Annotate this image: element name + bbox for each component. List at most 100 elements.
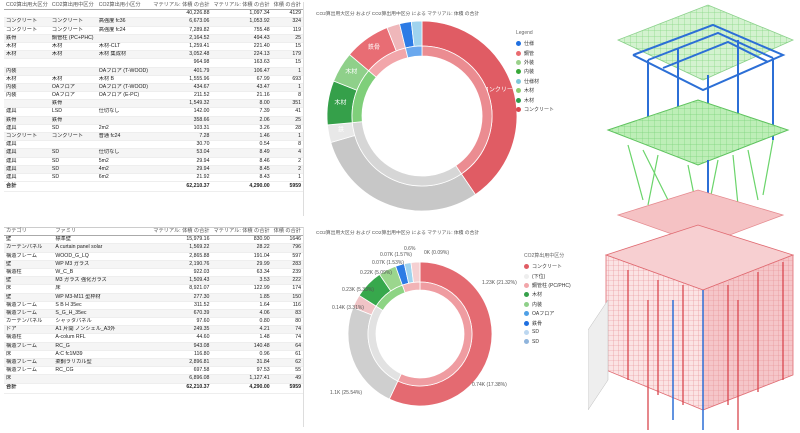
legend-swatch [524,273,529,279]
table-row[interactable]: 壁 WP M3 ガラス 2,190.76 29.99 283 [4,260,303,269]
donut-chart-top[interactable]: CO2算出用大区分 および CO2算出用中区分 による マテリアル: 体積 の合… [312,2,584,214]
table-row[interactable]: 構造柱 W_C_B 922.03 63.34 239 [4,268,303,278]
table-row[interactable]: 鉄骨 1,549.32 8.00 351 [4,99,303,109]
table-row[interactable]: 内装 OAフロア (T-WOOD) 401.79 106.47 1 [4,67,303,76]
co2-category-table[interactable]: CO2算出用大区分 CO2算出用中区分 CO2算出用小区分 マテリアル: 体積 … [4,2,304,216]
table-row[interactable]: 構造フレーム S_G_H_35ec 670.39 4.06 83 [4,309,303,319]
legend-swatch [524,301,529,307]
legend-item[interactable]: 木材 [516,95,554,104]
inner-slice[interactable] [401,281,421,294]
table-row[interactable]: 建具 SD 仕切なし 53.04 8.49 4 [4,148,303,158]
table-row[interactable]: カーテンパネル シャッタパネル 97.60 0.80 80 [4,317,303,327]
table-row[interactable]: 木材 木材 木材 B 1,555.96 67.99 693 [4,75,303,84]
legend-item[interactable]: 内装 [524,300,571,309]
table-row[interactable]: 木材 木材 木材 集成材 3,052.48 224.13 179 [4,50,303,60]
table-cell: 142.00 [151,107,212,117]
table-row[interactable]: 建具 SD 6m2 21.92 8.43 1 [4,173,303,183]
legend-item[interactable]: 外装 [516,58,554,67]
table-row[interactable]: 建具 LSD 仕切なし 142.00 7.39 41 [4,107,303,117]
table-cell: 建具 [4,165,50,174]
table-row[interactable]: カーテンパネル A curtain panel solar 1,569.22 28.2… [4,243,303,253]
col-material-volume[interactable]: マテリアル: 体積 の合計 [211,228,272,237]
table-row[interactable]: 壁標準壁 15,979.16 830.90 1646 [4,235,303,245]
table-cell: 床 [4,350,54,360]
col-volume-sum[interactable]: マテリアル: 体積 の合計 [151,228,212,237]
donut-chart-bottom[interactable]: CO2算出用大区分 および CO2算出用中区分 による マテリアル: 体積 の合… [312,226,584,430]
legend-item[interactable]: SD [524,328,571,337]
table-cell: 木材 [4,75,50,84]
inner-slice[interactable] [404,45,423,59]
legend-item[interactable]: 内装 [516,67,554,76]
legend-item[interactable]: 仕様材 [516,77,554,86]
legend-item[interactable]: 木材 [516,86,554,95]
col-count[interactable]: 体積 の合計 [271,2,303,11]
table-cell: 43.47 [211,83,272,93]
table-cell: 3.26 [211,124,272,134]
table-row[interactable]: 建具 SD 2m2 103.31 3.26 28 [4,124,303,134]
legend-item[interactable]: 鋼管 [516,48,554,57]
legend-item[interactable]: (下位) [524,271,571,280]
donut-svg[interactable]: 1.23K (21.32%) 0.74K (17.38%) 1.1K (25.54%… [312,236,527,431]
category-family-table[interactable]: カテゴリ ファミリ マテリアル: 体積 の合計 マテリアル: 体積 の合計 体積… [4,227,304,427]
table-row[interactable]: ドア A1 片開 ノンシェル_A3外 249.35 4.21 74 [4,325,303,335]
col-count[interactable]: 体積 の合計 [271,228,303,237]
table-cell: 122.99 [211,284,272,294]
col-category[interactable]: カテゴリ [4,228,54,237]
col-material-volume[interactable]: マテリアル: 体積 の合計 [211,2,272,11]
col-family[interactable]: ファミリ [53,228,123,237]
slice-label: 鉄 [338,125,344,133]
table-row[interactable]: 構造フレーム RC_G 943.08 140.48 64 [4,342,303,351]
table-row[interactable]: 建具 SD 4m2 29.94 8.45 2 [4,165,303,174]
table-row[interactable]: 構造フレーム RC_CG 697.58 97.53 55 [4,366,303,376]
table-row[interactable]: 壁 M3 ガラス 強化ガラス 1,509.43 3.53 222 [4,276,303,286]
col-middle[interactable]: CO2算出用中区分 [49,2,97,11]
building-model-graphic [588,4,795,430]
table-cell: 49 [271,374,303,384]
legend-item[interactable]: 仕様 [516,39,554,48]
table-row[interactable]: 床 6,896.08 1,127.41 49 [4,374,303,384]
table-cell [4,9,50,19]
table-row[interactable]: 構造フレーム WOOD_G_LQ 2,865.88 191.04 597 [4,252,303,261]
legend-item[interactable]: OAフロア [524,309,571,318]
table-row[interactable]: 964.98 163.63 15 [4,58,303,68]
legend-label: 木材 [524,97,535,104]
legend-item[interactable]: コンクリート [524,262,571,271]
table-row[interactable]: 内装 OAフロア OAフロア (T-WOOD) 434.67 43.47 1 [4,83,303,93]
table-row[interactable]: 構造フレーム 柔鋼ラリカル型 2,896.81 31.84 62 [4,358,303,368]
data-label: 0.07K (1.57%) [380,252,412,258]
legend-swatch [524,292,529,298]
legend-item[interactable]: コンクリート [516,105,554,114]
table-row[interactable]: 構造フレーム S B H 35ec 311.52 1.64 116 [4,301,303,310]
col-minor[interactable]: CO2算出用小区分 [96,2,152,11]
table-row[interactable]: コンクリート コンクリート 高強度 fc24 7,289.82 755.48 119 [4,26,303,35]
table-row[interactable]: 40,226.88 1,097.34 4129 [4,9,303,19]
table-cell: 建具 [4,107,50,117]
table-cell: 434.67 [151,83,212,93]
legend-item[interactable]: SD [524,337,571,346]
table-row[interactable]: 壁 WP M3-M11 型枠材 277.30 1.85 150 [4,293,303,302]
table-cell: 構造フレーム [4,366,54,376]
legend-label: 木材 [524,88,535,95]
legend-item[interactable]: 木材 [524,290,571,299]
table-row[interactable]: 建具 SD 5m2 29.94 8.46 2 [4,157,303,166]
table-row[interactable]: 木材 木材 木材-CLT 1,259.41 221.40 15 [4,42,303,52]
col-major[interactable]: CO2算出用大区分 [4,2,50,11]
table-row[interactable]: 鉄骨 鉄骨 358.66 2.06 25 [4,116,303,125]
table-row[interactable]: 構造柱 A-colum RFL 44.60 1.48 74 [4,333,303,343]
table-cell: 351 [271,99,303,109]
col-volume-sum[interactable]: マテリアル: 体積 の合計 [151,2,212,11]
legend-item[interactable]: 鉄骨 [524,318,571,327]
table-row[interactable]: 鉄骨 鋼管柱 (PC+PHC) 2,164.52 494.43 25 [4,34,303,43]
table-cell: 55 [271,366,303,376]
table-row[interactable]: 内装 OAフロア OAフロア (E-PC) 211.52 21.16 8 [4,91,303,101]
table-row[interactable]: 建具 30.70 0.54 8 [4,140,303,150]
legend-item[interactable]: 鋼管柱 (PC/PHC) [524,281,571,290]
table-row[interactable]: 床 A:C fc1M39 116.80 0.96 61 [4,350,303,360]
table-cell: 943.08 [151,342,212,351]
3d-model-view[interactable] [588,0,800,433]
table-row[interactable]: コンクリート コンクリート 高強度 fc36 6,673.06 1,053.92 324 [4,17,303,27]
table-cell: 796 [271,243,303,253]
table-row[interactable]: 床床 8,921.07 122.99 174 [4,284,303,294]
table-row[interactable]: コンクリート コンクリート 普通 fc24 7.28 1.46 1 [4,132,303,142]
